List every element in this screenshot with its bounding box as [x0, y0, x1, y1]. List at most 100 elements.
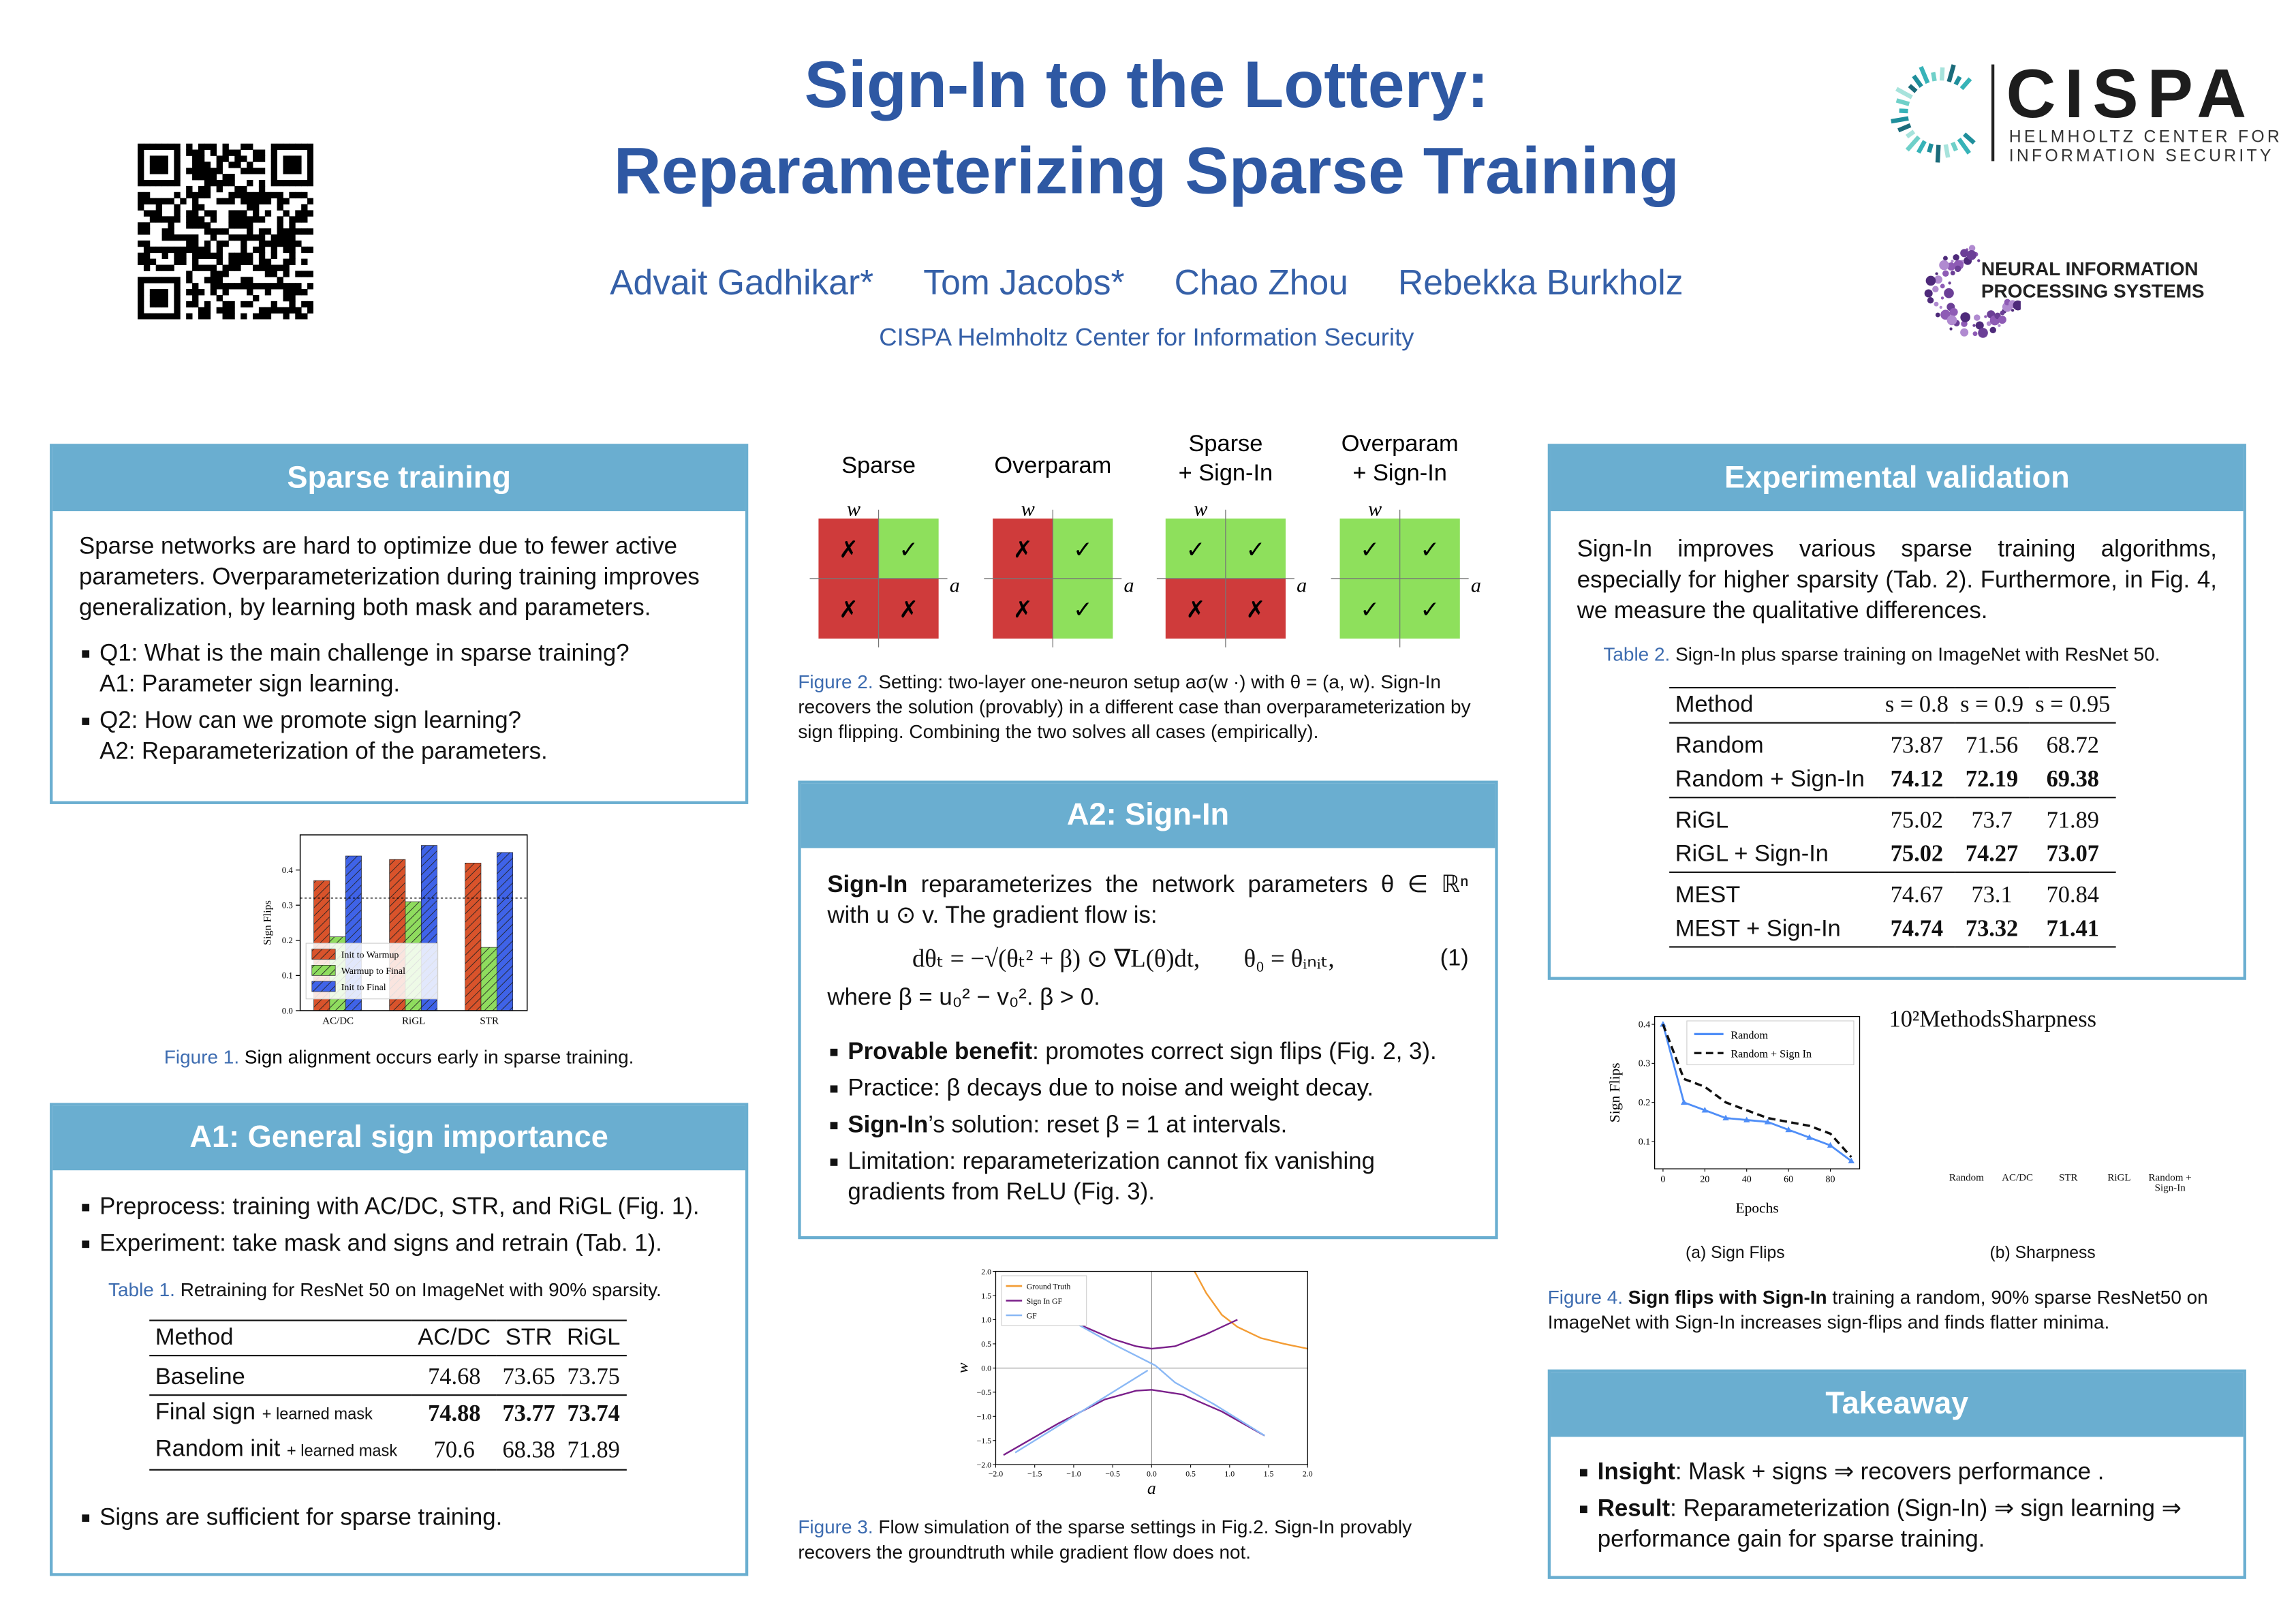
qr-module [222, 301, 229, 308]
caption-text: Setting: two-layer one-neuron setup aσ(w… [798, 671, 1471, 743]
author: Rebekka Burkholz [1397, 263, 1684, 303]
qr-module [264, 289, 272, 296]
qr-module [198, 174, 205, 181]
qr-module [289, 162, 296, 168]
qr-module [277, 222, 283, 229]
qr-module [283, 313, 290, 320]
ring-dash [1919, 65, 1930, 85]
qr-module [161, 198, 168, 204]
section-body: Sign-In reparameterizes the network para… [801, 848, 1495, 1208]
quadrant [818, 578, 879, 639]
qr-module [241, 234, 247, 241]
qr-module [289, 294, 296, 302]
paragraph: Sign-In reparameterizes the network para… [827, 870, 1468, 932]
plot-frame [995, 1270, 1308, 1465]
qr-module [216, 277, 223, 284]
qr-module [138, 301, 144, 308]
section-heading: A2: Sign-In [801, 783, 1495, 848]
qr-module [264, 210, 272, 217]
qr-module [307, 307, 313, 314]
qr-module [253, 264, 260, 271]
qr-module [307, 228, 313, 235]
equation-number: (1) [1440, 946, 1469, 971]
qr-module [198, 252, 205, 260]
qr-module [228, 222, 235, 229]
qr-module [234, 258, 241, 265]
qr-module [138, 277, 144, 284]
qr-module [228, 179, 235, 187]
logo-dot [1966, 250, 1976, 260]
table-cell: 74.88 [412, 1394, 497, 1433]
section-body: Insight: Mask + signs ⇒ recovers perform… [1551, 1437, 2244, 1555]
qr-module [289, 168, 296, 174]
qr-module [264, 313, 272, 320]
qr-module [216, 240, 223, 247]
qr-module [289, 179, 296, 187]
qr-module [264, 258, 272, 265]
legend-label: Random [1731, 1030, 1768, 1041]
legend-swatch [311, 949, 336, 960]
qr-module [174, 307, 181, 314]
qr-module [283, 307, 290, 314]
qr-module [168, 179, 174, 187]
table-caption: Table 1. Retraining for ResNet 50 on Ima… [108, 1277, 719, 1302]
figure-2: Sparse ✗ ✓ ✗ ✗ w a Overparam ✗ ✓ ✗ ✓ w a Sparse + Sign-… [809, 431, 1481, 647]
x-axis-label: Methods [1919, 1007, 2002, 1033]
list-item: Provable benefit: promotes correct sign … [830, 1037, 1468, 1068]
qr-module [204, 228, 211, 235]
qr-module [295, 143, 302, 150]
series-line [1662, 1024, 1852, 1162]
qr-module [283, 258, 290, 265]
table-cell: 75.02 [1890, 842, 1944, 868]
qr-module [138, 313, 144, 320]
table-row: MEST + Sign-In 74.74 73.32 71.41 [1669, 912, 2116, 948]
x-tick-label: 0 [1660, 1174, 1665, 1184]
qr-module [258, 283, 266, 290]
author: Tom Jacobs* [923, 263, 1125, 303]
qr-module [228, 174, 235, 181]
qr-module [143, 210, 151, 217]
qr-module [155, 294, 163, 302]
logo-dot [1998, 316, 2006, 324]
qr-module [149, 179, 157, 187]
axis-label: w [1368, 497, 1382, 521]
qr-module [307, 162, 313, 168]
qr-module [192, 246, 199, 254]
qr-module [161, 313, 168, 320]
section-heading: Experimental validation [1551, 446, 2244, 512]
qr-module [149, 162, 157, 168]
qr-module [155, 277, 163, 284]
qr-module [289, 246, 296, 254]
quadrant-mark: ✗ [839, 596, 858, 624]
qr-module [253, 191, 260, 199]
logo-dot [1961, 320, 1968, 327]
x-axis-label: a [1147, 1478, 1156, 1498]
y-tick-label: −1.5 [977, 1436, 992, 1445]
qr-module [155, 264, 163, 271]
qr-module [149, 294, 157, 302]
list: Provable benefit: promotes correct sign … [827, 1037, 1468, 1208]
qr-module [247, 228, 253, 235]
qr-module [186, 271, 193, 277]
qr-module [204, 252, 211, 260]
paragraph: where β = u₀² − v₀². β > 0. [827, 984, 1100, 1011]
question: : How can we promote sign learning? [131, 707, 522, 734]
axis-label: a [1471, 573, 1481, 596]
question: : What is the main challenge in sparse t… [131, 640, 630, 667]
y-tick-label: 0.4 [282, 865, 294, 875]
qr-module [264, 271, 272, 277]
y-axis-label: w [955, 1362, 972, 1373]
qr-module [216, 307, 223, 314]
qr-module [253, 294, 260, 302]
qr-module [258, 307, 266, 314]
qr-module [198, 222, 205, 229]
qr-module [180, 234, 187, 241]
qr-module [307, 301, 313, 308]
logo-dot [2011, 309, 2015, 312]
qr-module [283, 155, 290, 162]
qr-module [222, 143, 229, 150]
qa-item: Q2: How can we promote sign learning? A2:… [82, 706, 719, 767]
section-heading: Sparse training [52, 446, 745, 512]
qr-module [222, 240, 229, 247]
